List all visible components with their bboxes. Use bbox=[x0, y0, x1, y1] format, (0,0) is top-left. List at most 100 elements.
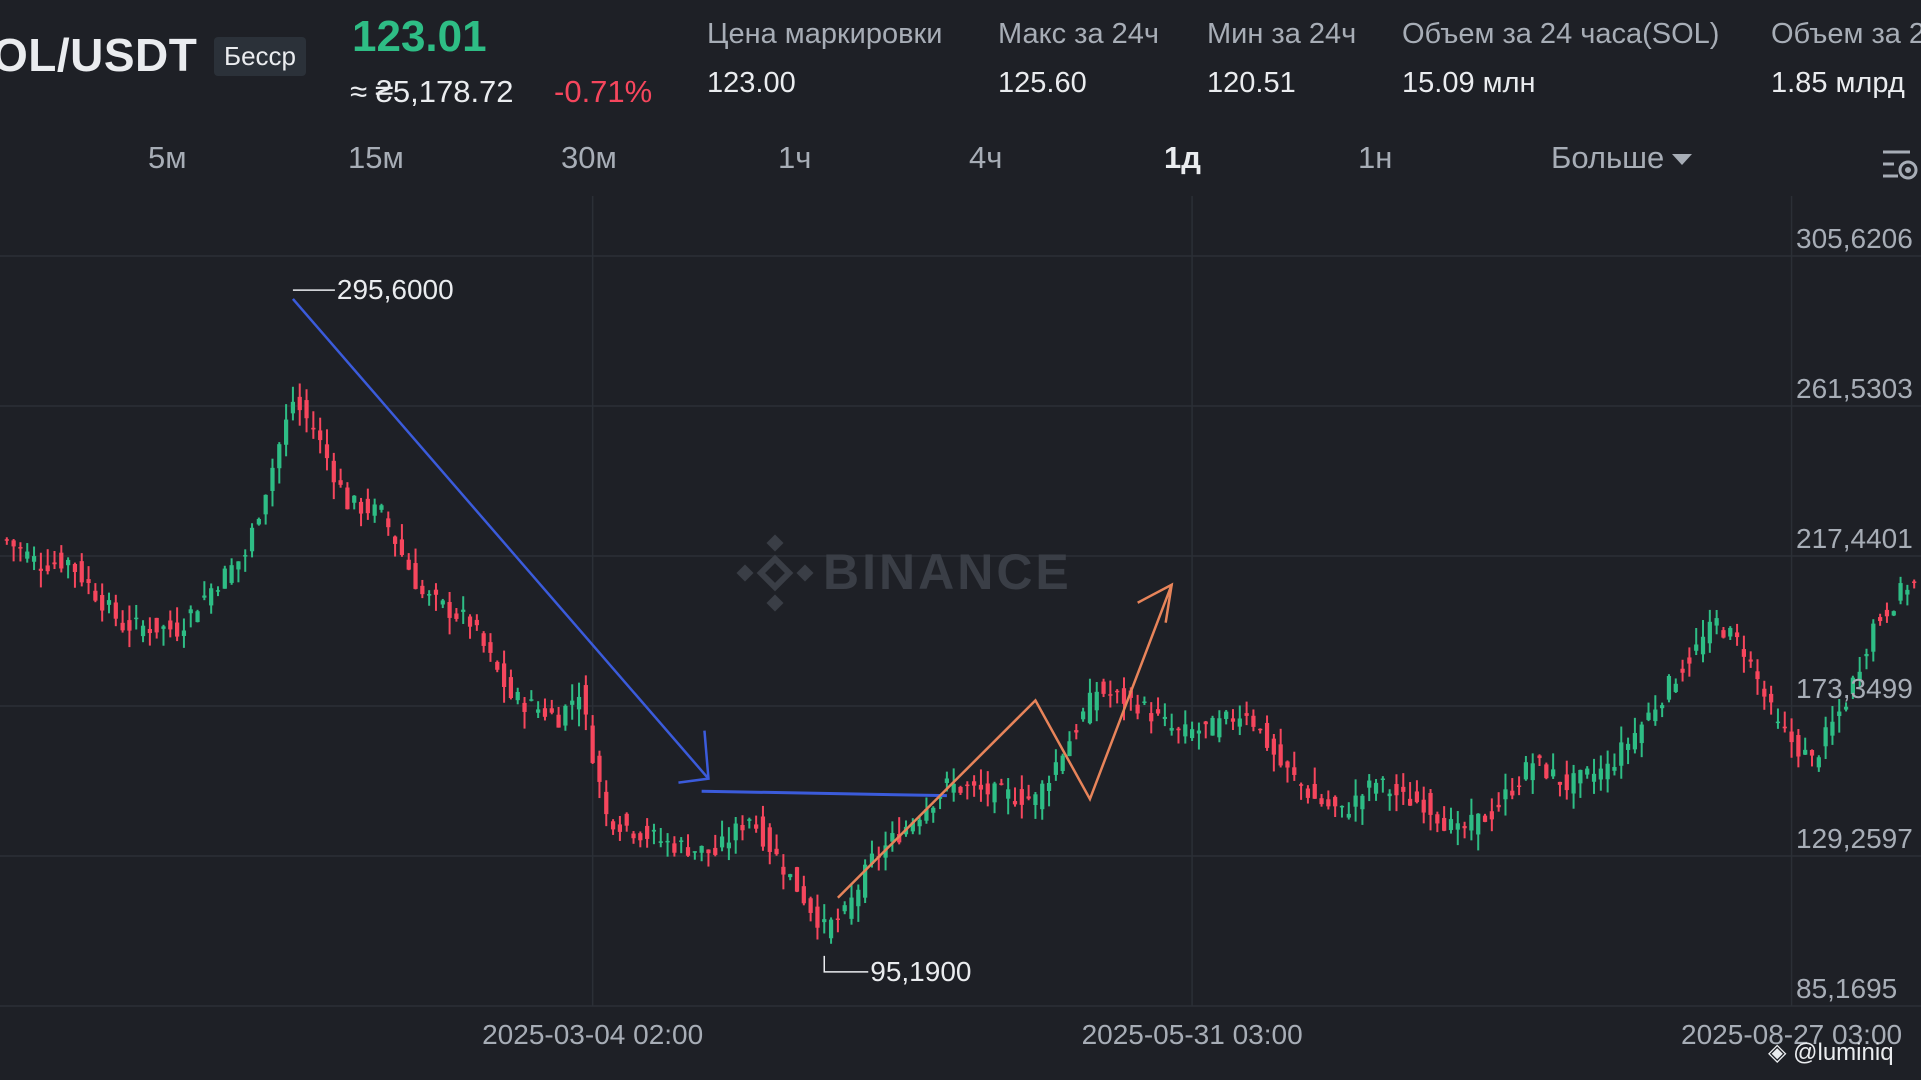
price-tick-label: 305,6206 bbox=[1796, 223, 1913, 254]
candle-bullish bbox=[1142, 696, 1147, 706]
candle-body bbox=[985, 783, 990, 795]
candle-body bbox=[1700, 636, 1706, 655]
candle-bullish bbox=[1210, 715, 1215, 736]
candle-bullish bbox=[1448, 807, 1454, 834]
candle-body bbox=[1666, 676, 1672, 700]
candle-bullish bbox=[1087, 678, 1093, 725]
candle-bullish bbox=[134, 604, 139, 630]
candle-bearish bbox=[1748, 651, 1753, 668]
candle-bearish bbox=[1516, 776, 1522, 796]
candle-body bbox=[202, 595, 207, 598]
candle-body bbox=[413, 563, 418, 589]
candle-body bbox=[529, 699, 534, 701]
candle-body bbox=[781, 866, 786, 875]
candle-body bbox=[1857, 671, 1862, 680]
candle-body bbox=[1912, 581, 1917, 583]
candle-body bbox=[924, 809, 929, 821]
candle-body bbox=[1510, 790, 1515, 796]
candle-body bbox=[801, 886, 806, 904]
candle-bearish bbox=[1115, 689, 1120, 704]
candle-body bbox=[944, 778, 949, 783]
candle-bullish bbox=[1864, 648, 1869, 670]
candle-bearish bbox=[454, 608, 459, 622]
candle-body bbox=[1653, 709, 1658, 722]
tab-1d[interactable]: 1д bbox=[1164, 140, 1201, 175]
candle-body bbox=[1482, 815, 1488, 822]
candle-bearish bbox=[672, 836, 677, 857]
candle-bearish bbox=[1680, 659, 1685, 682]
tab-1h[interactable]: 1ч bbox=[778, 140, 812, 175]
candle-body bbox=[1155, 709, 1161, 714]
projection-path bbox=[836, 584, 1173, 899]
tab-4h[interactable]: 4ч bbox=[969, 140, 1003, 175]
candle-bearish bbox=[1755, 659, 1760, 695]
candle-body bbox=[100, 595, 105, 611]
candle-bearish bbox=[4, 537, 9, 545]
chart-settings-icon[interactable] bbox=[1880, 144, 1920, 184]
tab-15m[interactable]: 15м bbox=[348, 140, 404, 175]
stat-label: Мин за 24ч bbox=[1207, 18, 1357, 50]
candle-body bbox=[1694, 644, 1699, 651]
candle-body bbox=[1271, 738, 1276, 755]
candle-bullish bbox=[576, 682, 582, 727]
candle-body bbox=[352, 495, 357, 503]
candle-body bbox=[1367, 780, 1372, 788]
candle-bearish bbox=[1074, 724, 1079, 740]
candle-bullish bbox=[822, 904, 827, 934]
trading-pair-title[interactable]: OL/USDT bbox=[0, 29, 198, 81]
candle-body bbox=[1224, 711, 1229, 719]
candle-body bbox=[270, 467, 275, 491]
candle-body bbox=[1605, 763, 1610, 780]
candle-bullish bbox=[249, 523, 255, 558]
candle-bullish bbox=[1857, 656, 1862, 687]
candle-body bbox=[1782, 726, 1787, 729]
candle-body bbox=[1796, 735, 1801, 757]
candle-bearish bbox=[760, 805, 766, 851]
tab-30m[interactable]: 30м bbox=[561, 140, 617, 175]
candle-body bbox=[188, 609, 193, 614]
tab-5m[interactable]: 5м bbox=[148, 140, 187, 175]
candle-body bbox=[168, 620, 173, 630]
candle-bearish bbox=[1741, 635, 1746, 673]
candle-bearish bbox=[740, 815, 745, 841]
candle-bearish bbox=[631, 831, 636, 844]
candle-bullish bbox=[209, 583, 214, 614]
candle-body bbox=[978, 784, 984, 790]
time-tick-label: 2025-05-31 03:00 bbox=[1082, 1019, 1303, 1050]
candle-bullish bbox=[1046, 775, 1052, 807]
candle-body bbox=[1530, 763, 1535, 781]
candle-body bbox=[331, 460, 336, 483]
candle-body bbox=[243, 555, 248, 557]
candle-bearish bbox=[801, 875, 806, 906]
candle-body bbox=[1237, 718, 1242, 727]
candle-bullish bbox=[726, 827, 732, 861]
candle-body bbox=[1462, 826, 1467, 829]
candle-body bbox=[66, 559, 71, 566]
candle-body bbox=[1060, 755, 1065, 772]
candle-bullish bbox=[372, 498, 377, 523]
tab-1w[interactable]: 1н bbox=[1358, 140, 1393, 175]
candle-body bbox=[549, 708, 554, 713]
candle-bearish bbox=[638, 831, 643, 848]
candle-body bbox=[1864, 653, 1869, 657]
more-dropdown[interactable]: Больше bbox=[1551, 140, 1693, 176]
candle-bullish bbox=[1837, 699, 1842, 733]
candle-bearish bbox=[413, 548, 418, 590]
chevron-down-icon bbox=[1672, 154, 1693, 166]
candle-bearish bbox=[590, 715, 595, 765]
candlestick-chart[interactable]: BINANCE 295,6000 95,1900 305,6206 261,5303… bbox=[0, 196, 1921, 1080]
candle-body bbox=[610, 821, 616, 830]
candle-bullish bbox=[1816, 755, 1821, 772]
candle-body bbox=[106, 600, 112, 605]
candle-body bbox=[1414, 791, 1420, 803]
candle-body bbox=[1196, 730, 1202, 734]
candle-bearish bbox=[1496, 792, 1501, 812]
candle-body bbox=[358, 501, 364, 514]
candle-body bbox=[536, 709, 541, 713]
candle-bullish bbox=[1598, 755, 1603, 791]
candle-body bbox=[1380, 778, 1385, 781]
candle-body bbox=[461, 609, 466, 612]
candle-bearish bbox=[45, 549, 50, 575]
candle-bearish bbox=[542, 698, 548, 721]
candle-bullish bbox=[290, 386, 296, 421]
